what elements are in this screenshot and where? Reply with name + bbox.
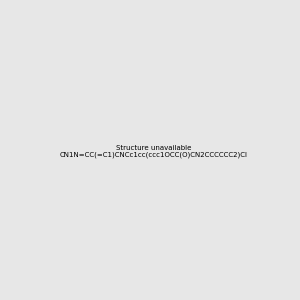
- Text: Structure unavailable
CN1N=CC(=C1)CNCc1cc(ccc1OCC(O)CN2CCCCCC2)Cl: Structure unavailable CN1N=CC(=C1)CNCc1c…: [60, 145, 248, 158]
